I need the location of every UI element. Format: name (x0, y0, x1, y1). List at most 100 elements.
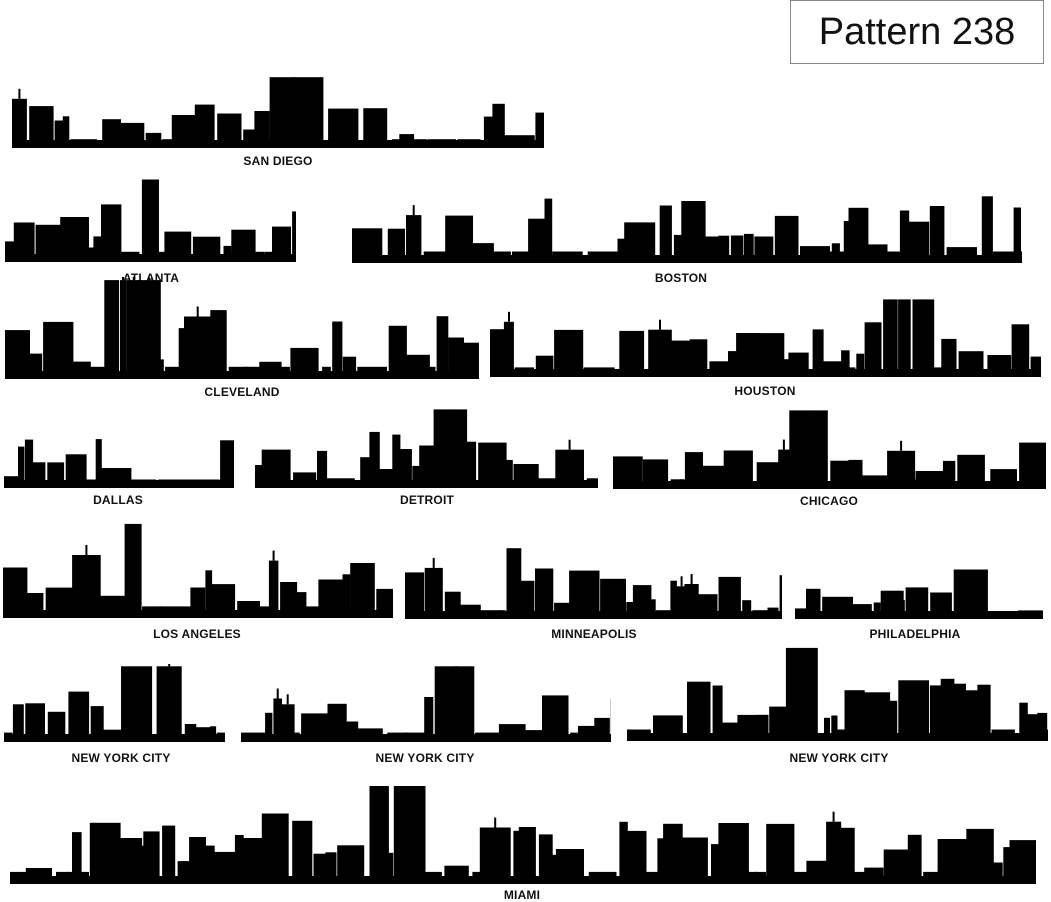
building (993, 863, 1003, 885)
building (193, 237, 220, 262)
building (290, 348, 318, 379)
building (1003, 847, 1010, 884)
building (589, 872, 617, 884)
building (690, 339, 708, 377)
building (666, 341, 693, 377)
building (29, 354, 43, 379)
building (384, 853, 393, 884)
building (916, 471, 945, 489)
building (352, 228, 382, 263)
city-label: CLEVELAND (204, 385, 279, 399)
building (780, 359, 789, 377)
building (775, 216, 799, 263)
building (536, 356, 554, 377)
building (938, 839, 969, 884)
building (475, 733, 500, 742)
building (626, 602, 634, 619)
building (211, 480, 219, 489)
building (699, 466, 726, 489)
building (90, 367, 106, 379)
building (695, 594, 718, 619)
building (584, 367, 615, 377)
building (908, 222, 929, 263)
building (388, 229, 405, 263)
building (913, 299, 935, 377)
building (293, 77, 323, 148)
building (736, 333, 760, 377)
building (966, 829, 994, 884)
building (46, 588, 73, 618)
building (120, 280, 126, 379)
spire (197, 307, 199, 317)
building (162, 826, 175, 884)
building (210, 726, 216, 742)
building (184, 317, 211, 380)
building (369, 432, 379, 488)
building (643, 459, 668, 489)
building (4, 733, 12, 742)
skyline-silhouette (490, 297, 1041, 377)
spire (569, 440, 571, 450)
building (456, 605, 481, 619)
building (357, 367, 387, 379)
building (663, 824, 683, 884)
building (754, 237, 773, 264)
building (224, 246, 232, 262)
building (80, 872, 89, 884)
building (755, 872, 766, 884)
building (552, 252, 583, 264)
skyline-silhouette (405, 546, 782, 619)
pattern-title-box: Pattern 238 (790, 0, 1044, 64)
building (660, 206, 672, 264)
building (757, 462, 780, 489)
building (26, 868, 52, 884)
building (43, 322, 73, 379)
building (504, 322, 514, 377)
spire (659, 320, 661, 330)
city-label: NEW YORK CITY (71, 751, 170, 765)
building (243, 130, 254, 149)
building (417, 872, 442, 884)
building (977, 685, 990, 741)
building (650, 599, 656, 619)
building (66, 872, 72, 884)
spire (833, 812, 835, 822)
building (674, 235, 682, 263)
building (205, 570, 212, 618)
building (394, 786, 426, 884)
spire (122, 277, 124, 280)
building (849, 367, 856, 377)
building (217, 114, 241, 149)
building (594, 718, 610, 742)
skyline-silhouette (5, 277, 479, 379)
building (990, 469, 1017, 489)
building (780, 575, 782, 619)
building (653, 715, 683, 741)
building (14, 223, 35, 263)
building (709, 361, 731, 377)
city-label: MINNEAPOLIS (551, 627, 637, 641)
building (718, 236, 729, 263)
building (982, 196, 993, 263)
building (406, 215, 421, 263)
building (681, 838, 708, 885)
building (619, 822, 627, 884)
building (32, 462, 46, 488)
building (5, 330, 30, 379)
skyline-silhouette (613, 408, 1046, 489)
building (448, 338, 464, 380)
building (47, 462, 64, 488)
building (101, 468, 132, 488)
building (498, 460, 512, 488)
building (874, 603, 881, 620)
building (142, 180, 159, 263)
building (613, 456, 643, 489)
building (4, 476, 18, 488)
spire (85, 545, 87, 555)
skyline-silhouette (4, 417, 234, 488)
building (687, 682, 711, 741)
pattern-title: Pattern 238 (819, 11, 1015, 54)
building (719, 577, 741, 619)
skyline-silhouette (10, 783, 1036, 884)
building (826, 822, 841, 884)
